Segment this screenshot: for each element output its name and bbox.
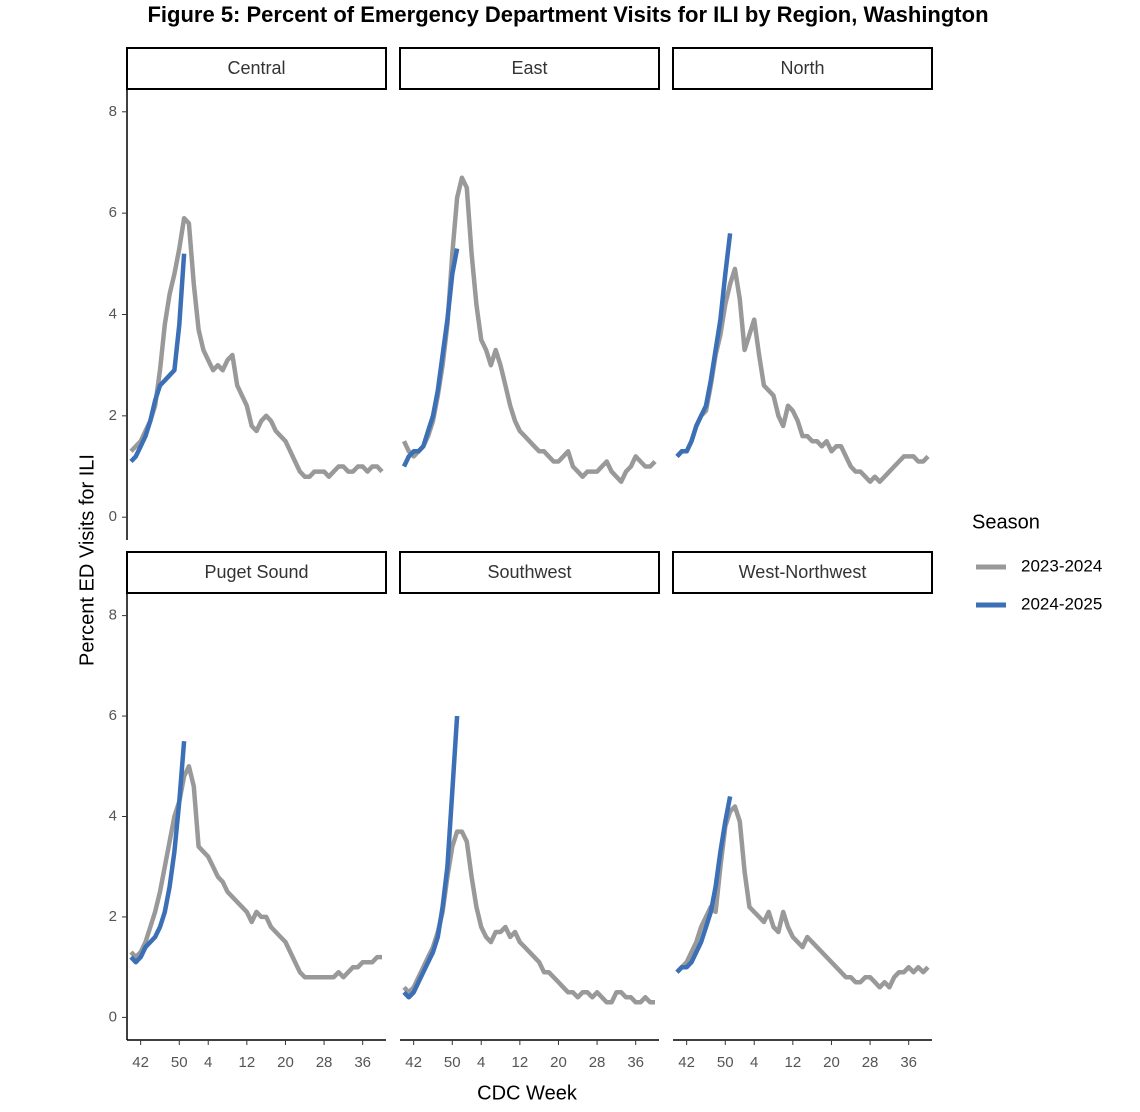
x-tick-label: 42 bbox=[132, 1054, 149, 1071]
strip bbox=[399, 551, 660, 594]
legend-label: 2024-2025 bbox=[1021, 594, 1102, 613]
series-line bbox=[401, 175, 657, 484]
x-tick-label: 50 bbox=[717, 1054, 734, 1071]
y-tick-label: 0 bbox=[109, 508, 117, 525]
strip bbox=[672, 47, 933, 90]
y-tick-label: 6 bbox=[109, 204, 117, 221]
strip-label: North bbox=[780, 58, 824, 78]
strip-label: West-Northwest bbox=[739, 562, 867, 582]
series-line bbox=[675, 266, 930, 484]
x-tick-label: 12 bbox=[239, 1054, 256, 1071]
strip-label: Central bbox=[227, 58, 285, 78]
x-tick-label: 4 bbox=[477, 1054, 485, 1071]
x-tick-label: 12 bbox=[512, 1054, 529, 1071]
x-tick-label: 42 bbox=[405, 1054, 422, 1071]
strip bbox=[672, 551, 933, 594]
x-tick-label: 20 bbox=[823, 1054, 840, 1071]
x-tick-label: 4 bbox=[204, 1054, 212, 1071]
series-line bbox=[402, 715, 460, 1000]
legend-title: Season bbox=[972, 511, 1040, 533]
x-tick-label: 20 bbox=[550, 1054, 567, 1071]
y-tick-label: 8 bbox=[109, 607, 117, 624]
strip-label: Southwest bbox=[487, 562, 571, 582]
x-tick-label: 20 bbox=[277, 1054, 294, 1071]
strip bbox=[399, 47, 660, 90]
chart-title: Figure 5: Percent of Emergency Departmen… bbox=[147, 2, 988, 27]
y-tick-label: 2 bbox=[109, 407, 117, 424]
series-line bbox=[675, 804, 930, 990]
series-line bbox=[129, 764, 382, 980]
x-tick-label: 28 bbox=[589, 1054, 606, 1071]
series-line bbox=[675, 233, 733, 458]
y-tick-label: 0 bbox=[109, 1008, 117, 1025]
y-tick-label: 4 bbox=[109, 807, 117, 824]
x-tick-label: 50 bbox=[171, 1054, 188, 1071]
x-tick-label: 36 bbox=[900, 1054, 917, 1071]
y-axis-label: Percent ED Visits for ILI bbox=[76, 454, 98, 666]
x-tick-label: 50 bbox=[444, 1054, 461, 1071]
y-tick-label: 2 bbox=[109, 908, 117, 925]
x-tick-label: 12 bbox=[785, 1054, 802, 1071]
series-line bbox=[129, 741, 187, 965]
strip-label: East bbox=[511, 58, 547, 78]
y-tick-label: 8 bbox=[109, 103, 117, 120]
strip bbox=[126, 47, 387, 90]
x-tick-label: 28 bbox=[862, 1054, 879, 1071]
x-tick-label: 4 bbox=[750, 1054, 758, 1071]
x-tick-label: 36 bbox=[354, 1054, 371, 1071]
y-tick-label: 4 bbox=[109, 305, 117, 322]
x-tick-label: 42 bbox=[678, 1054, 695, 1071]
series-line bbox=[129, 253, 187, 464]
y-tick-label: 6 bbox=[109, 707, 117, 724]
x-tick-label: 28 bbox=[316, 1054, 333, 1071]
strip bbox=[126, 551, 387, 594]
strip-label: Puget Sound bbox=[204, 562, 308, 582]
legend-label: 2023-2024 bbox=[1021, 556, 1102, 575]
series-line bbox=[401, 248, 460, 468]
x-tick-label: 36 bbox=[627, 1054, 644, 1071]
x-axis-label: CDC Week bbox=[477, 1082, 578, 1104]
series-line bbox=[129, 215, 384, 479]
series-line bbox=[675, 795, 733, 974]
